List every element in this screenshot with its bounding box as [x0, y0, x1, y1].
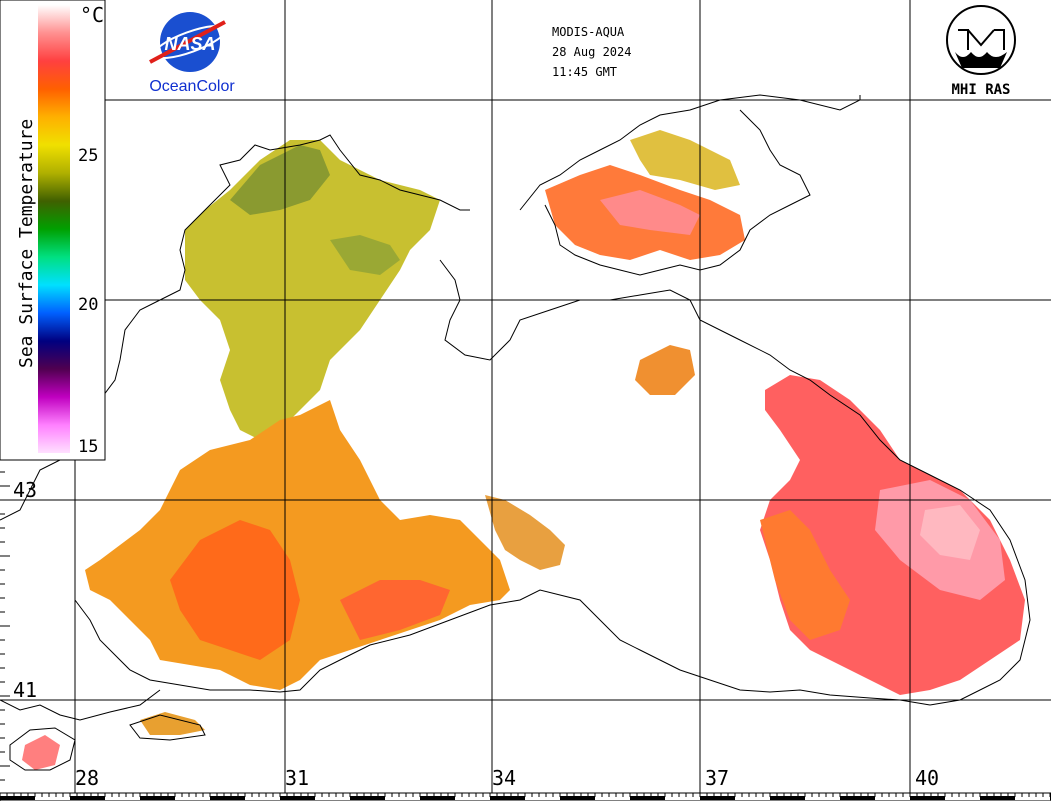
marmara-patch	[22, 735, 60, 770]
sensor-label: MODIS-AQUA	[552, 25, 625, 39]
scale-segment	[770, 796, 805, 800]
lon-label-31: 31	[285, 766, 309, 790]
lat-label-43: 43	[13, 478, 37, 502]
azov-pink-patch	[600, 190, 700, 235]
crimea-south-patch	[485, 495, 565, 570]
kerch-patch	[635, 345, 695, 395]
nasa-wordmark: NASA	[164, 34, 215, 54]
colorbar-tick-15: 15	[78, 437, 98, 457]
west-red-patch	[170, 520, 300, 660]
colorbar: °C 25 20 15 Sea Surface Temperature	[0, 0, 106, 461]
east-orange-patch	[760, 510, 850, 640]
nasa-vector-icon	[149, 20, 226, 64]
coastline	[0, 94, 1031, 771]
nasa-logo: NASA OceanColor	[149, 12, 235, 95]
scale-segment	[840, 796, 875, 800]
scale-segment	[910, 796, 945, 800]
nw-olive-patch	[230, 145, 330, 215]
east-pale-patch	[920, 505, 980, 560]
nw-shelf-patch	[185, 140, 440, 440]
lon-label-37: 37	[705, 766, 729, 790]
latitude-labels: 43 41	[13, 478, 37, 702]
nw-coastline-2	[439, 259, 1031, 706]
lon-label-28: 28	[75, 766, 99, 790]
scale-segment	[280, 796, 315, 800]
scale-segment	[630, 796, 665, 800]
time-label: 11:45 GMT	[552, 65, 617, 79]
colorbar-ramp	[38, 5, 70, 453]
scale-segment	[140, 796, 175, 800]
sw-red-patch	[340, 580, 450, 640]
scale-segment	[350, 796, 385, 800]
oceancolor-text: OceanColor	[149, 78, 235, 95]
south-coastline	[74, 589, 931, 706]
marmara-coastline-2	[129, 714, 206, 741]
lon-label-40: 40	[915, 766, 939, 790]
scale-segment	[490, 796, 525, 800]
sst-data-layer	[22, 130, 1025, 770]
azov-north-patch	[630, 130, 740, 190]
scale-segment	[700, 796, 735, 800]
date-label: 28 Aug 2024	[552, 45, 631, 59]
scale-segment	[420, 796, 455, 800]
marmara-coastline	[9, 727, 76, 771]
colorbar-tick-25: 25	[78, 146, 98, 166]
azov-east-coastline	[544, 109, 811, 276]
scale-segment	[70, 796, 105, 800]
scale-segment	[980, 796, 1015, 800]
bosphorus-coastline	[0, 689, 161, 721]
lon-label-34: 34	[492, 766, 516, 790]
scale-segment	[0, 796, 35, 800]
longitude-labels: 28 31 34 37 40	[75, 766, 939, 790]
colorbar-unit: °C	[80, 3, 104, 27]
nw-olive-patch-2	[330, 235, 400, 275]
colorbar-tick-20: 20	[78, 295, 98, 315]
scale-segment	[560, 796, 595, 800]
mhi-ras-label: MHI RAS	[951, 82, 1010, 98]
scale-segment	[210, 796, 245, 800]
lat-label-41: 41	[13, 678, 37, 702]
mhi-ras-logo: MHI RAS	[946, 5, 1016, 98]
marmara-patch-2	[140, 712, 205, 735]
bottom-scale-bar	[0, 792, 1051, 801]
colorbar-title: Sea Surface Temperature	[16, 119, 37, 368]
azov-coastline	[519, 94, 861, 211]
header-block: MODIS-AQUA 28 Aug 2024 11:45 GMT	[552, 25, 631, 79]
